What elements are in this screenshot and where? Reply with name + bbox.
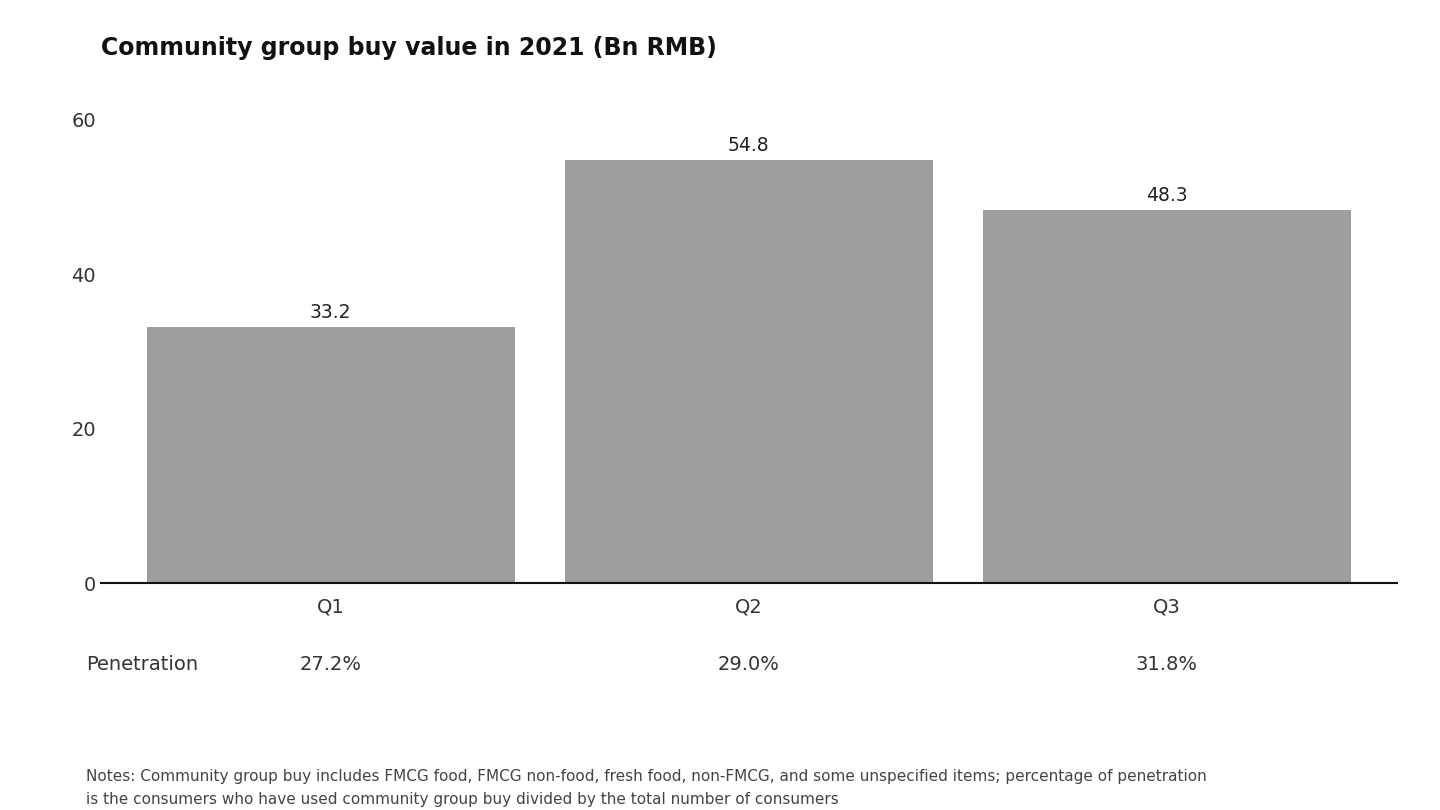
Text: Notes: Community group buy includes FMCG food, FMCG non-food, fresh food, non-FM: Notes: Community group buy includes FMCG… [86,770,1207,810]
Bar [564,160,933,583]
Text: Community group buy value in 2021 (Bn RMB): Community group buy value in 2021 (Bn RM… [101,36,717,61]
Text: 54.8: 54.8 [729,136,769,156]
Text: 48.3: 48.3 [1146,186,1188,206]
Text: 27.2%: 27.2% [300,654,361,674]
Text: Penetration: Penetration [86,654,199,674]
Bar [147,326,514,583]
Text: 33.2: 33.2 [310,303,351,322]
Bar [984,210,1351,583]
Text: 29.0%: 29.0% [719,654,779,674]
Text: 31.8%: 31.8% [1136,654,1198,674]
